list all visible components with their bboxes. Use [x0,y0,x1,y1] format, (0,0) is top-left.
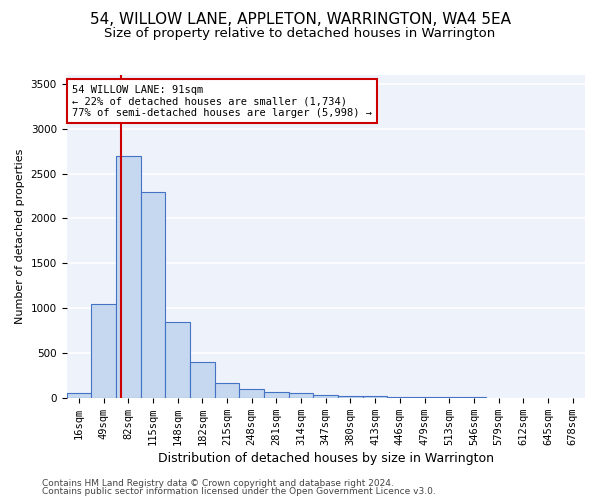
Bar [338,396,363,398]
Bar [388,397,412,398]
Bar [215,382,239,398]
Bar [91,304,116,398]
Bar [412,397,437,398]
Bar [165,322,190,398]
Text: 54 WILLOW LANE: 91sqm
← 22% of detached houses are smaller (1,734)
77% of semi-d: 54 WILLOW LANE: 91sqm ← 22% of detached … [72,84,372,118]
Bar [140,192,165,398]
Bar [116,156,140,398]
Text: Contains public sector information licensed under the Open Government Licence v3: Contains public sector information licen… [42,487,436,496]
Text: Size of property relative to detached houses in Warrington: Size of property relative to detached ho… [104,28,496,40]
Bar [190,362,215,398]
Bar [313,395,338,398]
Text: 54, WILLOW LANE, APPLETON, WARRINGTON, WA4 5EA: 54, WILLOW LANE, APPLETON, WARRINGTON, W… [89,12,511,28]
Y-axis label: Number of detached properties: Number of detached properties [15,148,25,324]
Bar [67,394,91,398]
Bar [239,389,264,398]
Bar [264,392,289,398]
Text: Contains HM Land Registry data © Crown copyright and database right 2024.: Contains HM Land Registry data © Crown c… [42,478,394,488]
X-axis label: Distribution of detached houses by size in Warrington: Distribution of detached houses by size … [158,452,494,465]
Bar [289,394,313,398]
Bar [363,396,388,398]
